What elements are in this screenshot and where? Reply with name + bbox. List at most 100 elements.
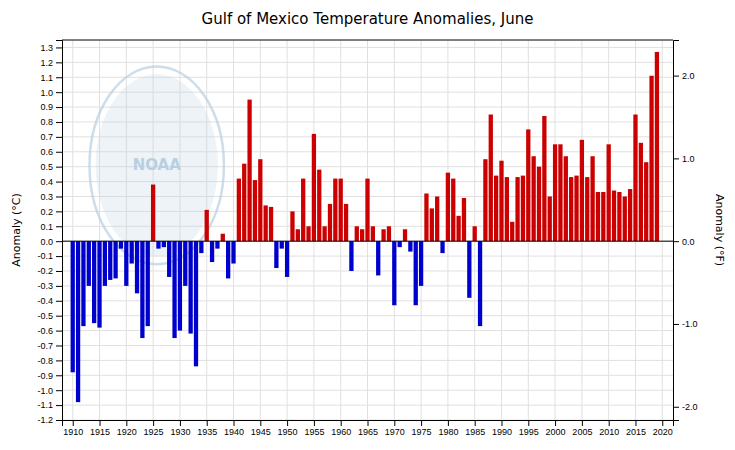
x-axis-line [63, 421, 674, 427]
x-axis-tick-mark [207, 420, 208, 426]
x-axis-tick-label: 2005 [572, 427, 592, 437]
x-axis-tick-mark [234, 420, 235, 426]
bar [360, 229, 364, 241]
y2-axis-tick-mark [673, 76, 679, 77]
y2-axis-tick: 1.0 [673, 154, 695, 164]
y-axis-tick-mark [56, 77, 62, 78]
bar [135, 241, 139, 293]
x-axis-tick: 1925 [144, 420, 164, 437]
bar [521, 176, 525, 242]
bar [403, 229, 407, 241]
bar [349, 241, 353, 271]
y2-axis-tick-label: 0.0 [682, 237, 695, 247]
x-axis-tick-label: 1910 [63, 427, 83, 437]
y-axis-tick: -0.6 [37, 326, 62, 336]
bar [590, 156, 594, 241]
grid-line-y [62, 345, 673, 346]
bar [317, 170, 321, 242]
bar [617, 192, 621, 241]
bar [505, 177, 509, 241]
x-axis-tick-label: 1935 [197, 427, 217, 437]
bar [221, 234, 225, 241]
y-axis-tick-label: 0.4 [40, 177, 53, 187]
y-axis-tick: -0.7 [37, 341, 62, 351]
bar [92, 241, 96, 323]
y-axis-tick-mark [56, 137, 62, 138]
y-axis-tick-label: -0.9 [37, 371, 53, 381]
bar [419, 241, 423, 286]
x-axis-tick: 1930 [170, 420, 190, 437]
bar [408, 241, 412, 251]
y-axis-tick-mark [56, 405, 62, 406]
x-axis-tick: 2020 [653, 420, 673, 437]
bar [183, 241, 187, 286]
bar [296, 229, 300, 241]
x-axis-tick-label: 1945 [251, 427, 271, 437]
grid [62, 40, 673, 420]
bar [381, 229, 385, 241]
x-axis-tick: 2005 [572, 420, 592, 437]
y2-axis-tick: -1.0 [673, 319, 698, 329]
y-axis-tick-mark [56, 271, 62, 272]
bar [81, 241, 85, 326]
x-axis-tick-mark [100, 420, 101, 426]
bar [231, 241, 235, 263]
y-axis-tick: -0.1 [37, 251, 62, 261]
x-axis-tick: 2000 [546, 420, 566, 437]
x-axis-tick-mark [609, 420, 610, 426]
bar [596, 192, 600, 241]
bar [387, 226, 391, 241]
x-axis-tick: 1935 [197, 420, 217, 437]
x-axis-tick: 1960 [331, 420, 351, 437]
y-axis-tick-label: 0.2 [40, 207, 53, 217]
y-axis-tick: -1.1 [37, 400, 62, 410]
x-axis-tick: 1975 [412, 420, 432, 437]
bar [628, 189, 632, 241]
y-axis-tick-label: 0.5 [40, 162, 53, 172]
x-axis-tick: 1965 [358, 420, 378, 437]
bar [140, 241, 144, 338]
bar [113, 241, 117, 278]
bar [440, 241, 444, 253]
bar [151, 185, 155, 242]
bar [548, 196, 552, 241]
y-axis-tick: 1.0 [40, 88, 62, 98]
bar [424, 193, 428, 241]
x-axis-tick-label: 1930 [170, 427, 190, 437]
bar [371, 226, 375, 241]
bar [172, 241, 176, 338]
y2-axis-tick-mark [673, 324, 679, 325]
y-axis-tick: -0.9 [37, 371, 62, 381]
annotation: NOAA [133, 156, 182, 174]
x-axis-tick-label: 1920 [117, 427, 137, 437]
plot: 1910191519201925193019351940194519501955… [37, 40, 697, 437]
y-axis-tick: 0.5 [40, 162, 62, 172]
y-axis-tick: 1.1 [40, 73, 62, 83]
y-axis-tick-label: -0.3 [37, 281, 53, 291]
bar [264, 205, 268, 241]
grid-line-y [62, 360, 673, 361]
x-axis-tick: 1980 [438, 420, 458, 437]
y-axis-tick-mark [56, 331, 62, 332]
y-axis-tick: -0.4 [37, 296, 62, 306]
bar [456, 216, 460, 241]
bar [210, 241, 214, 262]
y-axis-line [56, 41, 63, 421]
grid-line-y [62, 285, 673, 286]
grid-line-y [62, 62, 673, 63]
bar [644, 162, 648, 241]
x-axis-tick-label: 1985 [465, 427, 485, 437]
bar [633, 115, 637, 242]
y-axis-tick-mark [56, 182, 62, 183]
y-axis-tick: 0.6 [40, 147, 62, 157]
bar [312, 134, 316, 241]
x-axis-tick-label: 2020 [653, 427, 673, 437]
y2-axis-line [674, 41, 680, 421]
watermark-fill [96, 74, 218, 256]
y2-axis: -2.0-1.00.01.02.0 [673, 41, 698, 421]
y-axis-tick-label: 1.0 [40, 88, 53, 98]
bar [430, 208, 434, 241]
bar [108, 241, 112, 280]
title: Gulf of Mexico Temperature Anomalies, Ju… [202, 10, 534, 28]
y2-axis-tick-mark [673, 158, 679, 159]
